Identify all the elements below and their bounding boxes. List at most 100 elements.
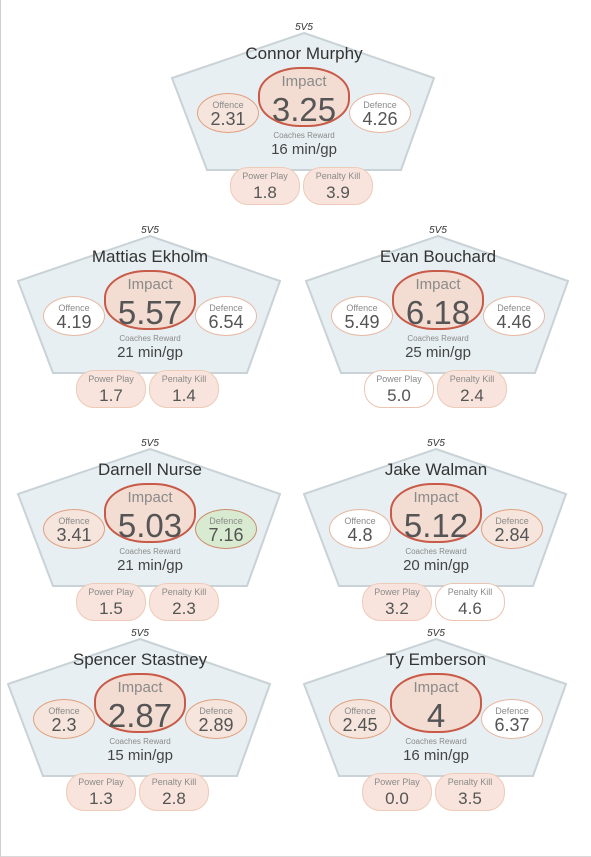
game-format-label: 5V5 <box>131 628 149 639</box>
defence-badge: Defence 6.37 <box>481 699 543 739</box>
player-name: Darnell Nurse <box>98 460 202 479</box>
game-format-label: 5V5 <box>429 225 447 236</box>
defence-badge: Defence 7.16 <box>195 509 257 549</box>
defence-label: Defence <box>497 303 531 313</box>
player-card: 5V5 Evan Bouchard Impact 6.18 Offence 5.49 Def… <box>298 225 578 433</box>
defence-label: Defence <box>495 516 529 526</box>
impact-badge: Impact 3.25 <box>258 67 350 128</box>
coaches-reward-label: Coaches Reward <box>273 131 335 140</box>
penalty-kill-badge: Penalty Kill 1.4 <box>149 370 219 408</box>
power-play-badge: Power Play 1.7 <box>76 370 146 408</box>
offence-value: 2.3 <box>51 715 77 735</box>
player-card: 5V5 Jake Walman Impact 5.12 Offence 4.8 Defenc… <box>296 438 576 646</box>
defence-label: Defence <box>495 706 529 716</box>
impact-value: 6.18 <box>405 294 471 331</box>
game-format-label: 5V5 <box>141 225 159 236</box>
impact-badge: Impact 2.87 <box>94 673 186 734</box>
penalty-kill-label: Penalty Kill <box>447 587 493 597</box>
coaches-reward-label: Coaches Reward <box>119 547 181 556</box>
impact-value: 3.25 <box>271 91 337 128</box>
coaches-reward-value: 16 min/gp <box>403 747 469 764</box>
player-name: Evan Bouchard <box>379 247 497 266</box>
impact-label: Impact <box>415 276 461 293</box>
offence-label: Offence <box>212 100 244 110</box>
power-play-value: 1.3 <box>89 789 113 808</box>
defence-value: 2.84 <box>494 525 530 545</box>
penalty-kill-value: 3.9 <box>326 183 350 202</box>
player-card: 5V5 Darnell Nurse Impact 5.03 Offence 3.41 Def… <box>10 438 290 646</box>
defence-badge: Defence 4.46 <box>483 296 545 336</box>
offence-value: 4.8 <box>347 525 373 545</box>
power-play-label: Power Play <box>88 587 134 597</box>
offence-label: Offence <box>344 706 376 716</box>
impact-badge: Impact 6.18 <box>392 270 484 331</box>
impact-value: 5.57 <box>117 294 183 331</box>
penalty-kill-value: 2.4 <box>460 386 484 405</box>
impact-value: 2.87 <box>107 697 173 734</box>
penalty-kill-label: Penalty Kill <box>151 777 197 787</box>
impact-value: 5.12 <box>403 507 469 544</box>
defence-value: 2.89 <box>198 715 234 735</box>
defence-value: 6.54 <box>208 312 244 332</box>
coaches-reward-label: Coaches Reward <box>119 334 181 343</box>
offence-value: 2.45 <box>342 715 378 735</box>
player-name: Mattias Ekholm <box>91 247 209 266</box>
penalty-kill-value: 2.8 <box>162 789 186 808</box>
defence-badge: Defence 6.54 <box>195 296 257 336</box>
power-play-label: Power Play <box>374 587 420 597</box>
power-play-badge: Power Play 1.3 <box>66 773 136 811</box>
penalty-kill-value: 4.6 <box>458 599 482 618</box>
defence-value: 4.26 <box>362 109 398 129</box>
power-play-label: Power Play <box>88 374 134 384</box>
offence-label: Offence <box>344 516 376 526</box>
impact-badge: Impact 4 <box>390 673 482 734</box>
coaches-reward-value: 20 min/gp <box>403 557 469 574</box>
impact-value: 5.03 <box>117 507 183 544</box>
coaches-reward-value: 21 min/gp <box>117 557 183 574</box>
penalty-kill-value: 2.3 <box>172 599 196 618</box>
defence-badge: Defence 2.84 <box>481 509 543 549</box>
penalty-kill-badge: Penalty Kill 2.3 <box>149 583 219 621</box>
impact-label: Impact <box>117 679 163 696</box>
offence-value: 5.49 <box>344 312 380 332</box>
penalty-kill-badge: Penalty Kill 2.8 <box>139 773 209 811</box>
penalty-kill-label: Penalty Kill <box>161 587 207 597</box>
defence-badge: Defence 4.26 <box>349 93 411 133</box>
defence-label: Defence <box>199 706 233 716</box>
power-play-badge: Power Play 3.2 <box>362 583 432 621</box>
offence-badge: Offence 5.49 <box>331 296 393 336</box>
power-play-badge: Power Play 5.0 <box>364 370 434 408</box>
power-play-badge: Power Play 0.0 <box>362 773 432 811</box>
coaches-reward-label: Coaches Reward <box>405 547 467 556</box>
power-play-label: Power Play <box>374 777 420 787</box>
penalty-kill-label: Penalty Kill <box>315 171 361 181</box>
power-play-value: 1.5 <box>99 599 123 618</box>
power-play-badge: Power Play 1.5 <box>76 583 146 621</box>
impact-label: Impact <box>413 489 459 506</box>
penalty-kill-badge: Penalty Kill 3.9 <box>303 167 373 205</box>
defence-badge: Defence 2.89 <box>185 699 247 739</box>
power-play-label: Power Play <box>376 374 422 384</box>
player-name: Connor Murphy <box>245 44 363 63</box>
penalty-kill-badge: Penalty Kill 4.6 <box>435 583 505 621</box>
player-card: 5V5 Spencer Stastney Impact 2.87 Offence 2.3 D… <box>0 628 280 836</box>
offence-badge: Offence 2.45 <box>329 699 391 739</box>
penalty-kill-label: Penalty Kill <box>161 374 207 384</box>
offence-value: 4.19 <box>56 312 92 332</box>
power-play-label: Power Play <box>242 171 288 181</box>
power-play-badge: Power Play 1.8 <box>230 167 300 205</box>
penalty-kill-badge: Penalty Kill 3.5 <box>435 773 505 811</box>
penalty-kill-label: Penalty Kill <box>447 777 493 787</box>
game-format-label: 5V5 <box>427 628 445 639</box>
offence-value: 2.31 <box>210 109 246 129</box>
impact-badge: Impact 5.03 <box>104 483 196 544</box>
defence-label: Defence <box>209 516 243 526</box>
player-name: Ty Emberson <box>385 650 487 669</box>
player-card: 5V5 Ty Emberson Impact 4 Offence 2.45 Defence 6… <box>296 628 576 836</box>
impact-label: Impact <box>281 73 327 90</box>
impact-label: Impact <box>413 679 459 696</box>
offence-label: Offence <box>58 303 90 313</box>
power-play-value: 5.0 <box>387 386 411 405</box>
offence-label: Offence <box>346 303 378 313</box>
penalty-kill-label: Penalty Kill <box>449 374 495 384</box>
